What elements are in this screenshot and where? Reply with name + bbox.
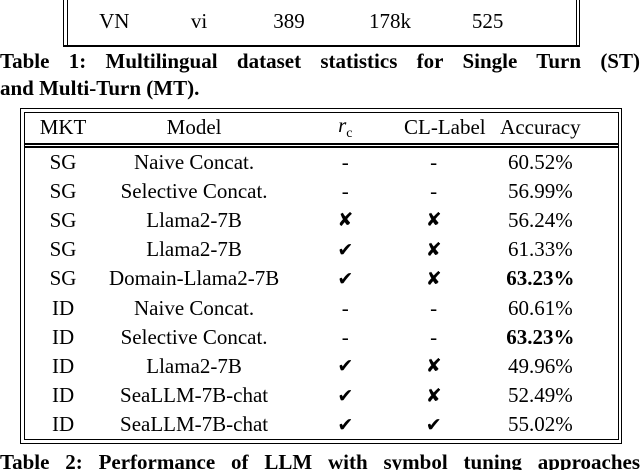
table2-cell-cl-label: ✘ [425,267,442,290]
table2-cell-model: SeaLLM-7B-chat [120,383,269,408]
table1-cell-2: vi [190,8,208,33]
table1-caption: Table 1: Multilingual dataset statistics… [0,48,640,102]
table2-row: ID SeaLLM-7B-chat ✔ ✘ 52.49% [25,381,618,410]
table2-cell-mkt: ID [51,324,75,349]
table2-cell-rc: ✔ [337,238,354,261]
table2-cell-accuracy: 63.23% [506,324,575,349]
table2-cell-cl-label: - [430,149,438,174]
table2-header-model: Model [166,115,222,139]
table2-cell-cl-label: - [430,295,438,320]
table2-row: SG Domain-Llama2-7B ✔ ✘ 63.23% [25,264,618,293]
table2-header-rc-sub: c [346,126,353,142]
table2-body: SG Naive Concat. - - 60.52% SG Selective… [25,148,618,440]
table2-header-cl-label: CL-Label [404,115,486,139]
table2-cell-mkt: SG [49,207,77,232]
table2-cell-model: SeaLLM-7B-chat [120,412,269,437]
table2-header-mkt: MKT [39,115,87,139]
table2-cell-rc: - [341,295,349,320]
table2-cell-rc: ✔ [337,267,354,290]
table1-fragment: VN vi 389 178k 525 [63,0,580,47]
table2-row: SG Naive Concat. - - 60.52% [25,148,618,177]
table2-cell-rc: ✘ [337,209,354,232]
table2-cell-model: Llama2-7B [146,237,242,262]
table2-cell-accuracy: 52.49% [508,383,573,408]
table2-row: SG Selective Concat. - - 56.99% [25,177,618,206]
table2-cell-mkt: ID [51,295,75,320]
table1-caption-line2: and Multi-Turn (MT). [0,76,200,100]
table2-cell-model: Domain-Llama2-7B [108,266,280,291]
table2-cell-rc: - [341,324,349,349]
table2-cell-model: Naive Concat. [134,295,255,320]
table2-frame: MKT Model rc CL-Label Accuracy SG Naive … [20,108,622,444]
table2-cell-cl-label: ✘ [425,238,442,261]
table2-cell-rc: ✔ [337,384,354,407]
table2-cell-accuracy: 56.99% [508,178,573,203]
table2-cell-mkt: SG [49,178,77,203]
table2-cell-mkt: SG [49,266,77,291]
table2-cell-accuracy: 56.24% [508,207,573,232]
table2-row: ID Selective Concat. - - 63.23% [25,323,618,352]
table2-cell-accuracy: 49.96% [508,353,573,378]
table1-cell-3: 389 [273,8,305,33]
table2-cell-accuracy: 60.61% [508,295,573,320]
table2-cell-model: Selective Concat. [120,178,268,203]
table2-cell-model: Llama2-7B [146,353,242,378]
table2-cell-accuracy: 55.02% [508,412,573,437]
table2-cell-mkt: ID [51,412,75,437]
table2-row: ID Llama2-7B ✔ ✘ 49.96% [25,352,618,381]
table2-cell-rc: ✔ [337,413,354,436]
table1-cell-5: 525 [471,8,504,33]
table2-cell-cl-label: ✘ [425,209,442,232]
table2-cell-model: Selective Concat. [120,324,268,349]
table2-cell-model: Naive Concat. [134,149,255,174]
table2-cell-cl-label: ✔ [425,413,442,436]
table1-cell-1: VN [99,8,130,33]
table2-cell-rc: ✔ [337,355,354,378]
table2: MKT Model rc CL-Label Accuracy SG Naive … [23,111,619,441]
table2-header-accuracy: Accuracy [500,115,581,139]
table2-row: SG Llama2-7B ✔ ✘ 61.33% [25,235,618,264]
table2-row: ID SeaLLM-7B-chat ✔ ✔ 55.02% [25,410,618,439]
table2-cell-mkt: ID [51,353,75,378]
table2-row: ID Naive Concat. - - 60.61% [25,293,618,322]
table2-header-row: MKT Model rc CL-Label Accuracy [24,113,618,148]
table2-cell-cl-label: ✘ [425,355,442,378]
table2-cell-mkt: SG [49,237,77,262]
table2-cell-mkt: SG [49,149,77,174]
table2-header-rc: rc [287,113,404,142]
table2-cell-accuracy: 63.23% [506,266,575,291]
table2-cell-cl-label: - [430,178,438,203]
table2-cell-cl-label: - [430,324,438,349]
table1-cell-4: 178k [369,8,412,33]
table2-cell-model: Llama2-7B [146,207,242,232]
table2-caption: Table 2: Performance of LLM with symbol … [0,450,640,470]
table2-header-rc-base: r [338,112,347,137]
table2-cell-mkt: ID [51,383,75,408]
table2-row: SG Llama2-7B ✘ ✘ 56.24% [25,206,618,235]
table2-cell-accuracy: 61.33% [508,237,573,262]
table2-cell-rc: - [341,149,349,174]
table1-caption-line1: Table 1: Multilingual dataset statistics… [0,49,640,73]
table1-last-row: VN vi 389 178k 525 [66,0,577,45]
table2-cell-cl-label: ✘ [425,384,442,407]
table2-cell-accuracy: 60.52% [508,149,573,174]
table1-cell-spacer [536,15,576,21]
table2-cell-rc: - [341,178,349,203]
